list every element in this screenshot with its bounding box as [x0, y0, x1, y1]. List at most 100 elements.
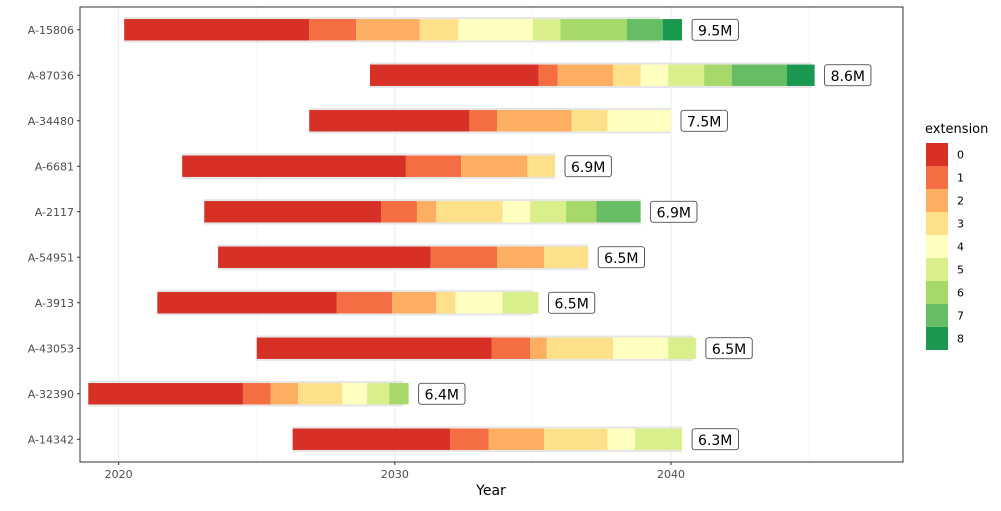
legend-label: 1 [957, 172, 964, 185]
bar-segment [543, 428, 608, 450]
bar-segment [356, 19, 420, 41]
y-tick-label: A-54951 [28, 251, 74, 264]
legend-label: 0 [957, 149, 964, 162]
value-label: 6.3M [691, 428, 739, 451]
x-tick-label: 2020 [105, 468, 133, 481]
bar-row [157, 290, 539, 316]
bar-segment [497, 110, 572, 132]
bar-segment [613, 64, 641, 86]
bar-segment [635, 428, 683, 450]
bar-segment [336, 292, 393, 314]
legend-key [926, 143, 948, 166]
value-label: 6.9M [650, 200, 698, 223]
bar-segment [182, 155, 406, 177]
legend-title: extension [925, 122, 988, 137]
value-label: 6.9M [564, 155, 612, 178]
bar-segment [557, 64, 614, 86]
bar-segment [381, 201, 417, 223]
x-axis: 2020 2030 2040 [105, 462, 685, 481]
bar-segment [560, 19, 627, 41]
value-label-text: 7.5M [687, 114, 721, 130]
legend-label: 2 [957, 195, 964, 208]
legend-key [926, 212, 948, 235]
value-label-text: 6.5M [712, 342, 746, 358]
bar-segment [640, 64, 669, 86]
x-axis-title: Year [475, 483, 506, 499]
bar-row [292, 426, 683, 452]
legend-key [926, 166, 948, 189]
y-tick-label: A-3913 [35, 297, 74, 310]
legend-item: 8 [926, 327, 964, 350]
bar-segment [461, 155, 528, 177]
bar-segment [532, 19, 561, 41]
y-tick-label: A-2117 [35, 206, 74, 219]
legend-item: 4 [926, 235, 964, 258]
value-label-text: 6.5M [604, 251, 638, 267]
value-label-box [548, 291, 596, 314]
bar-segment [530, 337, 547, 359]
value-label-box [650, 200, 698, 223]
value-label-box [597, 246, 645, 269]
y-tick-label: A-43053 [28, 342, 74, 355]
bar-segment [419, 19, 459, 41]
bar-row [369, 62, 815, 88]
legend-label: 6 [957, 287, 964, 300]
bar-segment [731, 64, 788, 86]
bar-segment [309, 110, 470, 132]
bar-segment [491, 337, 531, 359]
legend-item: 0 [926, 143, 964, 166]
bar-segment [218, 246, 431, 268]
value-label-box [680, 109, 728, 132]
value-label: 6.5M [597, 246, 645, 269]
value-label-box [418, 382, 466, 405]
bar-segment [309, 19, 357, 41]
bar-segment [389, 383, 409, 405]
bar-segment [626, 19, 663, 41]
bar-segment [497, 246, 544, 268]
bar-segment [436, 201, 503, 223]
bar-segment [787, 64, 815, 86]
value-label: 6.5M [705, 337, 753, 360]
bar-row [88, 381, 409, 407]
value-label: 8.6M [824, 64, 872, 87]
bar-segment [405, 155, 462, 177]
bar-row [256, 335, 696, 361]
bar-segment [124, 19, 310, 41]
bar-row [182, 153, 556, 179]
bar-segment [367, 383, 390, 405]
bar-row [309, 108, 672, 134]
bar-segment [613, 337, 669, 359]
value-label-box [691, 428, 739, 451]
x-tick-label: 2040 [657, 468, 685, 481]
value-label: 9.5M [691, 18, 739, 41]
bar-segment [256, 337, 492, 359]
y-axis: A-15806 A-87036 A-34480 A-6681 A-2117 A-54951… [28, 24, 80, 446]
legend-label: 8 [957, 333, 964, 346]
bar-row [204, 199, 641, 225]
legend-key [926, 235, 948, 258]
bar-segment [298, 383, 343, 405]
bar-segment [502, 201, 531, 223]
legend-label: 7 [957, 310, 964, 323]
value-label-box [691, 18, 739, 41]
bar-segment [450, 428, 489, 450]
legend-item: 1 [926, 166, 964, 189]
value-label-text: 6.5M [554, 296, 588, 312]
bar-segment [416, 201, 437, 223]
bar-segment [157, 292, 337, 314]
value-label-box [824, 64, 872, 87]
legend-label: 5 [957, 264, 964, 277]
bar-segment [455, 292, 503, 314]
y-tick-label: A-6681 [35, 160, 74, 173]
y-tick-label: A-15806 [28, 24, 74, 37]
bar-segment [270, 383, 299, 405]
bar-segment [538, 64, 558, 86]
bar-segment [436, 292, 456, 314]
value-label-text: 6.9M [571, 160, 605, 176]
bar-segment [488, 428, 544, 450]
bar-segment [458, 19, 533, 41]
legend-key [926, 304, 948, 327]
legend-label: 3 [957, 218, 964, 231]
